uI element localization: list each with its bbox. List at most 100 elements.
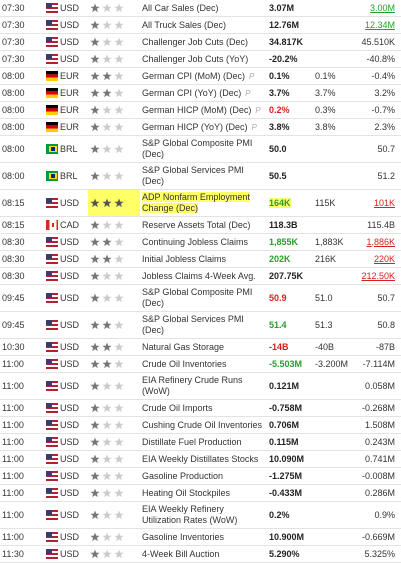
flag-part [52, 223, 54, 227]
flag [46, 237, 58, 247]
star [90, 237, 100, 247]
flag-part [46, 277, 58, 279]
flag [46, 454, 58, 464]
star [102, 420, 112, 430]
star [114, 320, 124, 330]
flag-cell [44, 67, 58, 85]
previous: 0.9% [374, 509, 395, 520]
actual: 10.090M [269, 453, 305, 464]
previous: 1.508M [364, 419, 395, 430]
forecast-cell: 115K [313, 189, 353, 217]
star [102, 271, 112, 281]
star [114, 144, 124, 154]
previous: -7.114M [362, 358, 395, 369]
importance-cell [88, 450, 140, 468]
forecast-cell [313, 372, 353, 400]
previous-cell: 101K [353, 189, 401, 217]
actual-cell: 51.4 [267, 311, 313, 339]
actual-cell: 207.75K [267, 267, 313, 285]
flag-cell [44, 450, 58, 468]
preliminary-badge: P [251, 122, 257, 132]
event-cell: ADP Nonfarm Employment Change (Dec) [140, 189, 267, 217]
event-row: 07:30 USD Challenger Job Cuts (Dec) 34.817K… [0, 33, 401, 51]
previous: -40.8% [366, 53, 395, 64]
importance [90, 293, 124, 303]
time: 08:00 [0, 84, 44, 102]
flag-part [46, 43, 58, 45]
currency: USD [58, 250, 88, 268]
importance [90, 171, 124, 181]
event-row: 08:00 EUR German HICP (YoY) (Dec) P 3.8% 3.8%… [0, 118, 401, 136]
star [114, 510, 124, 520]
previous: -0.008M [361, 470, 395, 481]
flag [46, 105, 58, 115]
flag-part [46, 516, 58, 518]
currency: USD [58, 16, 88, 34]
star [90, 3, 100, 13]
forecast-cell [313, 484, 353, 502]
forecast-cell [313, 545, 353, 563]
previous-cell: 1.508M [353, 416, 401, 434]
flag [46, 271, 58, 281]
event-name: Jobless Claims 4-Week Avg. [142, 270, 256, 281]
star [102, 359, 112, 369]
forecast: 3.7% [315, 87, 336, 98]
currency: USD [58, 338, 88, 356]
star [102, 144, 112, 154]
event-name: Natural Gas Storage [142, 341, 225, 352]
actual-cell: 50.5 [267, 162, 313, 190]
star [102, 320, 112, 330]
importance [90, 342, 124, 352]
star [114, 171, 124, 181]
time: 08:30 [0, 250, 44, 268]
time: 07:30 [0, 33, 44, 51]
star [102, 437, 112, 447]
importance [90, 198, 124, 208]
event-cell: All Car Sales (Dec) [140, 0, 267, 17]
star [114, 122, 124, 132]
time: 08:30 [0, 267, 44, 285]
actual: 0.2% [269, 509, 290, 520]
flag-part [46, 359, 52, 364]
actual-cell: 50.0 [267, 135, 313, 163]
flag-cell [44, 433, 58, 451]
forecast-cell: -40B [313, 338, 353, 356]
previous: 2.3% [374, 121, 395, 132]
previous: 0.286M [364, 487, 395, 498]
actual-cell: 5.290% [267, 545, 313, 563]
star [90, 37, 100, 47]
previous: 50.7 [377, 143, 395, 154]
flag [46, 359, 58, 369]
importance [90, 454, 124, 464]
currency: USD [58, 501, 88, 529]
importance [90, 510, 124, 520]
previous: -0.4% [371, 70, 395, 81]
previous: 3.2% [374, 87, 395, 98]
previous-cell: 50.8 [353, 311, 401, 339]
event-row: 11:00 USD EIA Weekly Refinery Utilization … [0, 501, 401, 529]
currency: USD [58, 267, 88, 285]
event-cell: German HICP (YoY) (Dec) P [140, 118, 267, 136]
flag-part [46, 125, 58, 129]
actual-cell: -0.433M [267, 484, 313, 502]
actual-cell: -5.503M [267, 355, 313, 373]
event-name: Gasoline Inventories [142, 531, 225, 542]
forecast: 216K [315, 253, 337, 264]
time: 11:00 [0, 372, 44, 400]
flag-part [46, 555, 58, 557]
event-name: Crude Oil Imports [142, 402, 213, 413]
flag-part [46, 454, 52, 459]
importance [90, 549, 124, 559]
star [102, 454, 112, 464]
importance-cell [88, 189, 140, 217]
event-name: Initial Jobless Claims [142, 253, 227, 264]
actual: 202K [269, 253, 291, 264]
importance-cell [88, 467, 140, 485]
previous-cell: 0.9% [353, 501, 401, 529]
time: 07:30 [0, 0, 44, 17]
forecast-cell: 0.3% [313, 101, 353, 119]
flag-part [46, 9, 58, 11]
importance [90, 254, 124, 264]
star [102, 171, 112, 181]
